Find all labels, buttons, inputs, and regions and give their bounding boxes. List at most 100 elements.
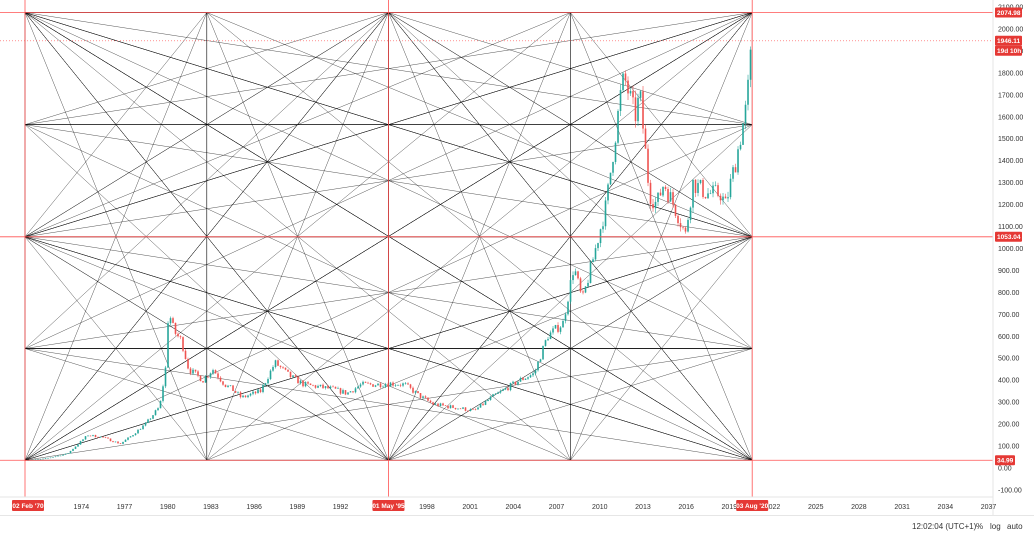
price-tick-label: -100.00 <box>998 487 1022 494</box>
price-candle <box>285 368 287 370</box>
price-candle <box>362 382 364 385</box>
price-candle <box>490 397 492 400</box>
price-candle <box>647 149 649 183</box>
price-candle <box>547 339 549 340</box>
price-candle <box>715 185 717 186</box>
time-tick-label: 1980 <box>160 504 176 511</box>
gold-chart[interactable]: -100.000.00100.00200.00300.00400.00500.0… <box>0 0 1034 515</box>
price-candle <box>242 396 244 397</box>
price-candle <box>522 378 524 380</box>
price-candle <box>680 223 682 227</box>
price-candle <box>540 359 542 361</box>
price-candle <box>730 179 732 197</box>
price-candle <box>247 396 249 398</box>
price-candle <box>615 143 617 162</box>
price-candle <box>237 392 239 393</box>
price-candle <box>642 91 644 128</box>
price-candle <box>375 385 377 386</box>
price-candle <box>482 404 484 405</box>
price-candle <box>160 401 162 408</box>
price-candle <box>127 437 129 439</box>
price-candle <box>450 405 452 408</box>
date-tag-label: 01 May '95 <box>372 503 405 510</box>
price-candle <box>50 458 52 459</box>
price-candle <box>707 193 709 198</box>
price-candle <box>440 403 442 406</box>
price-candle <box>90 436 92 437</box>
time-tick-label: 2010 <box>592 504 608 511</box>
price-candle <box>485 401 487 405</box>
price-candle <box>562 321 564 327</box>
price-candle <box>745 105 747 124</box>
time-tick-label: 2001 <box>462 504 478 511</box>
price-candle <box>592 259 594 262</box>
price-candle <box>617 111 619 143</box>
price-candle <box>215 370 217 373</box>
price-candle <box>125 440 127 442</box>
time-tick-label: 1977 <box>117 504 133 511</box>
price-candle <box>700 180 702 183</box>
price-candle <box>177 334 179 336</box>
price-candle <box>162 386 164 401</box>
price-tag-label: 2074.98 <box>997 10 1021 17</box>
price-candle <box>525 379 527 380</box>
price-tick-label: 900.00 <box>998 268 1020 275</box>
price-candle <box>225 385 227 387</box>
price-candle <box>282 367 284 368</box>
price-candle <box>75 447 77 449</box>
price-candle <box>660 193 662 196</box>
price-candle <box>565 314 567 321</box>
price-candle <box>40 459 42 460</box>
price-candle <box>425 396 427 397</box>
price-candle <box>120 443 122 444</box>
price-candle <box>655 202 657 208</box>
time-tick-label: 2028 <box>851 504 867 511</box>
price-tag-label: 34.99 <box>997 458 1014 465</box>
price-candle <box>47 458 49 459</box>
price-candle <box>702 180 704 197</box>
price-candle <box>297 377 299 384</box>
price-tick-label: 1100.00 <box>998 224 1023 231</box>
price-candle <box>210 373 212 377</box>
price-candle <box>502 389 504 390</box>
price-candle <box>42 459 44 460</box>
price-candle <box>737 149 739 172</box>
price-candle <box>307 382 309 383</box>
time-tick-label: 2031 <box>894 504 910 511</box>
price-candle <box>227 386 229 387</box>
price-candle <box>35 459 37 460</box>
clock-readout: 12:02:04 (UTC+1) <box>912 522 976 531</box>
price-candle <box>595 248 597 259</box>
price-candle <box>747 80 749 105</box>
price-candle <box>45 458 47 459</box>
auto-toggle[interactable]: auto <box>1007 522 1023 531</box>
price-axis[interactable]: -100.000.00100.00200.00300.00400.00500.0… <box>998 5 1023 495</box>
price-candle <box>605 200 607 226</box>
percent-toggle[interactable]: % <box>976 522 983 531</box>
price-tick-label: 1300.00 <box>998 180 1023 187</box>
log-toggle[interactable]: log <box>990 522 1001 531</box>
price-candle <box>315 385 317 387</box>
price-candle <box>197 371 199 375</box>
price-candle <box>260 390 262 393</box>
price-candle <box>365 382 367 383</box>
price-candle <box>360 384 362 386</box>
price-tick-label: 400.00 <box>998 378 1020 385</box>
price-candle <box>452 405 454 408</box>
price-candle <box>442 403 444 405</box>
price-candle <box>667 189 669 202</box>
price-candle <box>327 386 329 388</box>
price-candle <box>462 407 464 408</box>
price-candle <box>385 384 387 386</box>
price-candle <box>400 385 402 386</box>
price-tick-label: 1200.00 <box>998 202 1023 209</box>
price-candle <box>267 379 269 383</box>
price-candle <box>622 74 624 91</box>
price-candle <box>665 187 667 189</box>
price-candle <box>212 370 214 373</box>
price-candle <box>610 173 612 185</box>
price-candle <box>465 407 467 410</box>
price-candle <box>230 385 232 386</box>
price-candle <box>280 366 282 367</box>
